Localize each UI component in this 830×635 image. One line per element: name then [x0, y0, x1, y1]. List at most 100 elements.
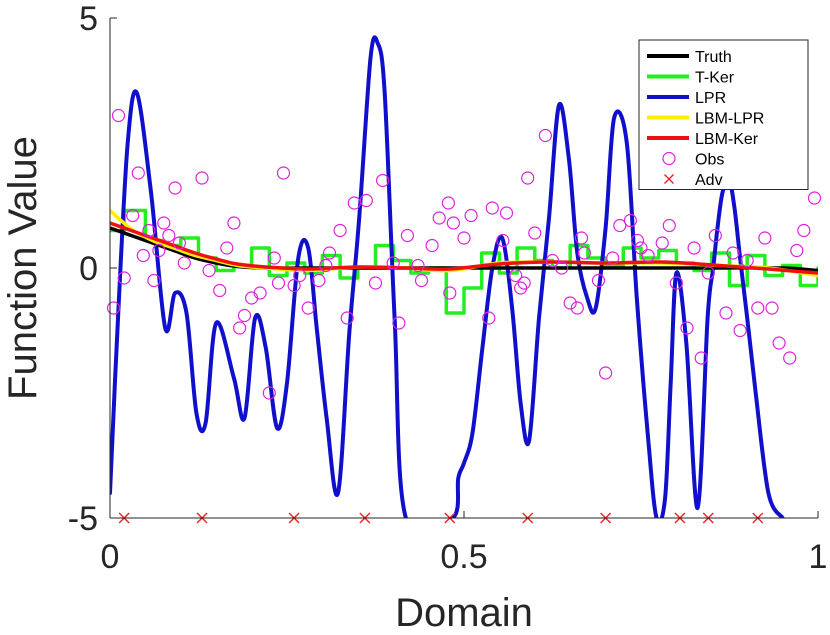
obs-point	[202, 263, 216, 278]
obs-point	[446, 216, 460, 230]
legend-item-t-ker: T-Ker	[647, 70, 735, 87]
obs-point	[662, 218, 676, 233]
y-tick-label: -5	[68, 500, 98, 538]
legend-label: Adv	[695, 172, 723, 189]
legend-item-adv: Adv	[664, 172, 723, 189]
obs-point	[136, 248, 150, 263]
obs-point	[496, 233, 510, 248]
obs-point	[790, 243, 804, 258]
obs-point	[195, 171, 209, 185]
obs-point	[807, 191, 822, 205]
obs-point	[168, 181, 182, 195]
obs-point	[117, 271, 131, 285]
obs-point	[545, 253, 560, 268]
obs-point	[220, 241, 234, 255]
legend-item-truth: Truth	[647, 49, 732, 66]
obs-point	[591, 273, 606, 288]
obs-point	[267, 251, 281, 265]
obs-point	[570, 301, 584, 315]
legend-label: T-Ker	[695, 70, 735, 87]
obs-point	[301, 301, 315, 315]
obs-point	[457, 231, 471, 245]
obs-point	[340, 311, 354, 325]
obs-point	[253, 286, 267, 300]
obs-point	[521, 171, 535, 185]
legend-label: LBM-LPR	[695, 111, 764, 128]
legend-item-lpr: LPR	[647, 90, 726, 107]
obs-point	[687, 241, 701, 255]
obs-point	[485, 201, 499, 215]
obs-point	[262, 386, 276, 400]
marker-layer	[106, 108, 822, 524]
legend-label: LPR	[695, 90, 726, 107]
obs-point	[142, 223, 156, 238]
legend-swatch	[662, 151, 676, 166]
tick-labels: 0 0.5 1-505	[68, 0, 828, 576]
legend-label: Truth	[695, 49, 732, 66]
obs-point	[157, 216, 171, 230]
obs-point	[740, 253, 754, 268]
obs-point	[719, 306, 733, 320]
legend-swatch	[664, 174, 674, 184]
obs-point	[751, 301, 765, 315]
obs-point	[694, 351, 708, 365]
obs-point	[106, 301, 121, 315]
obs-point	[293, 268, 307, 283]
obs-point	[126, 208, 140, 223]
obs-point	[312, 273, 326, 288]
obs-point	[655, 236, 669, 250]
obs-point	[411, 258, 425, 273]
obs-point	[147, 273, 161, 288]
obs-point	[574, 231, 589, 245]
obs-point	[783, 351, 797, 365]
series-line-t-ker	[110, 208, 818, 315]
x-tick-label: 0.5	[440, 538, 487, 576]
obs-point	[641, 248, 655, 263]
obs-point	[528, 226, 542, 240]
obs-point	[276, 166, 291, 180]
obs-point	[772, 336, 786, 350]
obs-point	[227, 216, 241, 230]
obs-point	[233, 321, 247, 335]
obs-point	[517, 276, 531, 290]
x-tick-label: 0	[101, 538, 120, 576]
obs-point	[213, 283, 227, 298]
obs-point	[162, 228, 176, 243]
obs-point	[680, 321, 694, 335]
obs-point	[131, 166, 145, 180]
obs-point	[400, 228, 414, 243]
obs-point	[482, 311, 496, 325]
obs-point	[414, 273, 429, 288]
obs-point	[630, 233, 645, 248]
obs-point	[509, 268, 523, 283]
obs-point	[464, 208, 478, 223]
obs-point	[333, 223, 347, 238]
obs-point	[319, 258, 333, 273]
obs-point	[368, 276, 383, 290]
obs-point	[287, 278, 301, 293]
obs-point	[172, 236, 186, 250]
obs-point	[152, 243, 166, 258]
obs-point	[499, 206, 514, 220]
obs-point	[577, 246, 592, 260]
obs-point	[797, 223, 811, 238]
obs-point	[606, 251, 620, 265]
obs-point	[392, 316, 406, 330]
obs-point	[322, 246, 337, 260]
obs-point	[237, 308, 252, 323]
x-tick-label: 1	[809, 538, 828, 576]
legend-label: LBM-Ker	[695, 131, 759, 148]
legend: Truth T-Ker LPR LBM-LPR LBM-Ker Obs Adv	[638, 39, 809, 190]
obs-point	[111, 108, 126, 123]
legend-label: Obs	[695, 152, 724, 169]
obs-point	[425, 238, 439, 253]
obs-point	[563, 296, 577, 310]
obs-point	[726, 246, 740, 260]
obs-point	[359, 193, 373, 208]
obs-point	[376, 173, 390, 188]
obs-point	[733, 323, 747, 338]
obs-point	[758, 231, 772, 245]
obs-point	[623, 213, 638, 228]
obs-point	[701, 266, 715, 280]
